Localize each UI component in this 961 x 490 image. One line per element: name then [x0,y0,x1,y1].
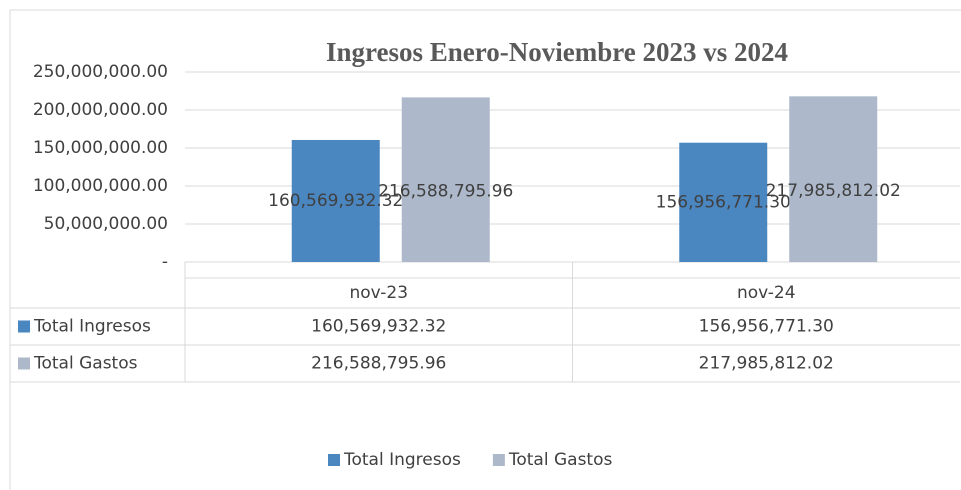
table-cell: 156,956,771.30 [699,317,834,337]
y-tick-label: 200,000,000.00 [33,100,168,120]
x-tick-label: nov-24 [737,283,796,303]
y-tick-label: 50,000,000.00 [44,214,168,234]
data-label: 216,588,795.96 [378,182,513,202]
table-legend-key [18,357,30,370]
table-cell: 217,985,812.02 [699,354,834,374]
y-tick-label: 150,000,000.00 [33,138,168,158]
data-label: 156,956,771.30 [656,192,791,212]
data-label: 217,985,812.02 [766,181,901,201]
legend-label: Total Gastos [508,450,613,470]
y-tick-label: 100,000,000.00 [33,176,168,196]
table-row-header: Total Gastos [33,354,138,374]
y-tick-label: 250,000,000.00 [33,62,168,82]
table-row-header: Total Ingresos [33,317,151,337]
legend-key [492,454,505,466]
bar [679,142,768,262]
bar [291,139,380,262]
y-tick-label: - [162,252,168,272]
table-cell: 160,569,932.32 [311,317,446,337]
legend-key [328,454,340,466]
legend-label: Total Ingresos [343,450,461,470]
x-tick-label: nov-23 [349,283,408,303]
table-cell: 216,588,795.96 [311,354,446,374]
bar [789,96,878,262]
table-legend-key [18,320,30,333]
bar [401,97,490,262]
data-label: 160,569,932.32 [268,191,403,211]
chart-title: Ingresos Enero-Noviembre 2023 vs 2024 [326,37,788,67]
